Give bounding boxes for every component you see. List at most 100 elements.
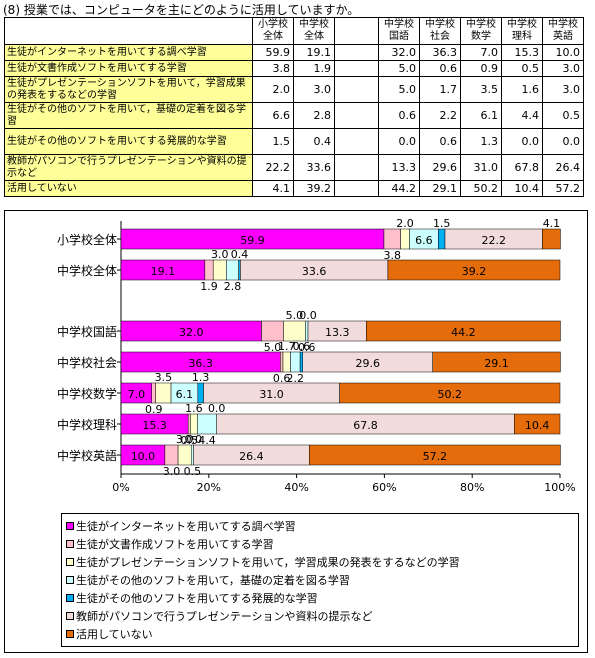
col-header: 中学校 全体: [293, 17, 335, 45]
bar-segment: [282, 351, 291, 373]
data-label: 1.6: [185, 402, 203, 415]
category-label: 中学校英語: [57, 448, 117, 463]
table-header-row: 小学校 全体 中学校 全体 中学校 国語 中学校 社会 中学校 数学 中学校 理科 中学校英…: [4, 17, 584, 45]
bar-segment: [283, 320, 306, 342]
bar-segment: [514, 413, 561, 435]
table-cell: 19.1: [293, 44, 335, 61]
table-cell: 57.2: [542, 180, 584, 197]
category-label: 中学校国語: [57, 324, 117, 339]
bar-segment: [226, 259, 239, 281]
question-title: (8) 授業では、コンピュータを主にどのように活用していますか。: [3, 3, 360, 17]
bar-segment: [432, 351, 561, 373]
bar-segment: [339, 382, 561, 404]
data-label: 19.1: [151, 265, 176, 278]
col-header: 中学校 社会: [419, 17, 461, 45]
x-tick-label: 60%: [372, 481, 396, 494]
legend-label: 活用していない: [76, 628, 153, 641]
bar-segment: [164, 444, 179, 466]
data-label: 0.5: [181, 434, 199, 447]
data-label: 1.3: [192, 371, 210, 384]
legend-swatch: [66, 576, 74, 584]
data-label: 4.1: [543, 217, 561, 230]
table-cell: 10.4: [501, 180, 543, 197]
table-cell: 1.3: [460, 128, 502, 155]
data-label: 67.8: [353, 419, 378, 432]
row-label: 活用していない: [4, 180, 253, 197]
row-label: 教師がパソコンで行うプレゼンテーションや資料の提示など: [4, 154, 253, 181]
table-cell: 3.0: [542, 60, 584, 77]
bar-segment: [190, 444, 194, 466]
bar-segment: [366, 320, 561, 342]
data-label: 57.2: [423, 450, 448, 463]
bar-segment: [212, 259, 227, 281]
data-label: 29.6: [355, 357, 380, 370]
table-row: 活用していない 4.1 39.2 44.2 29.1 50.2 10.4 57.2: [4, 180, 584, 197]
table-row: 生徒がプレゼンテーションソフトを用いて，学習成果の発表をするなどの学習 2.0 3.…: [4, 76, 584, 103]
table-cell: 6.6: [252, 102, 294, 129]
table-spacer-cell: [334, 102, 379, 129]
data-label: 1.5: [433, 217, 451, 230]
table-cell: 32.0: [378, 44, 420, 61]
table-cell: 0.6: [419, 60, 461, 77]
data-label: 3.0: [176, 433, 194, 446]
table-cell: 0.0: [542, 128, 584, 155]
legend-swatch: [66, 594, 74, 602]
table-cell: 15.3: [501, 44, 543, 61]
table-cell: 29.1: [419, 180, 461, 197]
data-label: 10.4: [525, 419, 550, 432]
data-label: 5.0: [264, 341, 282, 354]
table-cell: 5.0: [378, 76, 420, 103]
data-label: 0.0: [208, 402, 226, 415]
bar-segment: [542, 228, 561, 250]
table-cell: 2.8: [293, 102, 335, 129]
bar-segment: [155, 382, 172, 404]
table-corner: [4, 17, 253, 45]
table-cell: 6.1: [460, 102, 502, 129]
x-tick-label: 40%: [284, 481, 308, 494]
legend-item: 教師がパソコンで行うプレゼンテーションや資料の提示など: [66, 608, 373, 626]
bar-segment: [387, 259, 561, 281]
table-cell: 29.6: [419, 154, 461, 181]
table-row: 生徒がその他のソフトを用いてする発展的な学習 1.5 0.4 0.0 0.6 1.3 0.0…: [4, 128, 584, 155]
table-cell: 5.0: [378, 60, 420, 77]
table-cell: 4.4: [501, 102, 543, 129]
table-cell: 1.9: [293, 60, 335, 77]
col-header: 小学校 全体: [252, 17, 294, 45]
data-label: 39.2: [462, 265, 487, 278]
data-label: 31.0: [259, 388, 284, 401]
bar-segment: [309, 444, 561, 466]
table-cell: 3.5: [460, 76, 502, 103]
data-label: 44.2: [451, 326, 476, 339]
data-label: 0.6: [293, 340, 311, 353]
legend-swatch: [66, 558, 74, 566]
table-cell: 26.4: [542, 154, 584, 181]
data-label: 2.2: [287, 372, 305, 385]
data-label: 0.0: [299, 309, 317, 322]
x-tick-label: 100%: [544, 481, 575, 494]
table-cell: 2.2: [419, 102, 461, 129]
legend-label: 教師がパソコンで行うプレゼンテーションや資料の提示など: [76, 610, 373, 623]
bar-segment: [305, 320, 309, 342]
data-label: 33.6: [302, 265, 327, 278]
bar-segment: [261, 320, 284, 342]
row-label: 生徒がプレゼンテーションソフトを用いて，学習成果の発表をするなどの学習: [4, 76, 253, 103]
row-label: 生徒が文書作成ソフトを用いてする学習: [4, 60, 253, 77]
bar-segment: [400, 228, 410, 250]
legend-item: 生徒がその他のソフトを用いて，基礎の定着を図る学習: [66, 572, 350, 590]
legend-label: 生徒がプレゼンテーションソフトを用いて，学習成果の発表をするなどの学習: [76, 556, 460, 569]
legend-label: 生徒がその他のソフトを用いてする発展的な学習: [76, 592, 318, 605]
data-label: 36.3: [188, 357, 213, 370]
data-label: 29.1: [484, 357, 509, 370]
table-cell: 2.0: [252, 76, 294, 103]
col-header: 中学校 英語: [542, 17, 584, 45]
data-label: 1.9: [200, 280, 218, 293]
bar-segment: [438, 228, 446, 250]
data-label: 2.0: [396, 217, 414, 230]
category-label: 中学校理科: [57, 417, 117, 432]
data-label: 6.1: [176, 388, 194, 401]
bar-segment: [187, 413, 191, 435]
table-row: 教師がパソコンで行うプレゼンテーションや資料の提示など 22.2 33.6 13.3 2…: [4, 154, 584, 181]
table-cell: 0.6: [419, 128, 461, 155]
data-label: 15.3: [142, 419, 167, 432]
table-cell: 1.6: [501, 76, 543, 103]
